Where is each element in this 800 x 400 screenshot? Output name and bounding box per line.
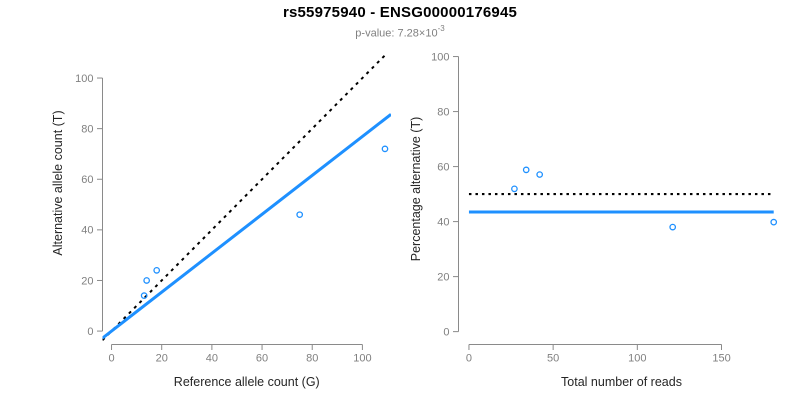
x-tick-label: 60 (256, 353, 268, 365)
p-value-exponent: -3 (437, 24, 445, 33)
data-point (522, 166, 530, 174)
data-point (140, 292, 148, 300)
figure-title: rs55975940 - ENSG00000176945 (282, 4, 518, 21)
y-tick-label: 40 (437, 216, 449, 228)
y-tick-label: 40 (81, 225, 93, 237)
x-tick-label: 100 (628, 353, 646, 365)
x-tick-label: 150 (712, 353, 730, 365)
data-point (296, 211, 304, 219)
x-tick-label: 80 (306, 353, 318, 365)
data-point (511, 185, 518, 193)
x-axis-title: Reference allele count (G) (174, 375, 320, 389)
y-tick-label: 60 (437, 161, 449, 173)
y-axis-title: Alternative allele count (T) (51, 110, 65, 255)
y-tick-label: 20 (437, 271, 449, 283)
x-tick-label: 50 (547, 353, 559, 365)
figure-subtitle: p-value: 7.28×10-3 (0, 24, 800, 40)
data-point (770, 218, 778, 226)
y-axis-title: Percentage alternative (T) (409, 117, 423, 262)
data-point (381, 145, 389, 153)
regression-line (102, 113, 391, 340)
x-tick-label: 100 (353, 353, 371, 365)
identity-line (102, 55, 387, 341)
y-tick-label: 80 (81, 123, 93, 135)
y-tick-label: 0 (87, 326, 93, 338)
y-tick-label: 0 (443, 326, 449, 338)
y-tick-label: 100 (75, 73, 93, 85)
data-point (536, 171, 544, 178)
y-tick-label: 60 (81, 174, 93, 186)
y-tick-label: 100 (431, 51, 449, 63)
x-tick-label: 0 (466, 353, 472, 365)
x-tick-label: 0 (108, 353, 114, 365)
data-point (143, 277, 151, 284)
x-tick-label: 40 (206, 353, 218, 365)
p-value-text: p-value: 7.28×10 (355, 27, 438, 40)
y-tick-label: 80 (437, 106, 449, 118)
y-tick-label: 20 (81, 275, 93, 287)
x-axis-title: Total number of reads (561, 375, 682, 389)
x-tick-label: 20 (156, 353, 168, 365)
data-point (153, 266, 161, 274)
data-point (669, 223, 677, 231)
